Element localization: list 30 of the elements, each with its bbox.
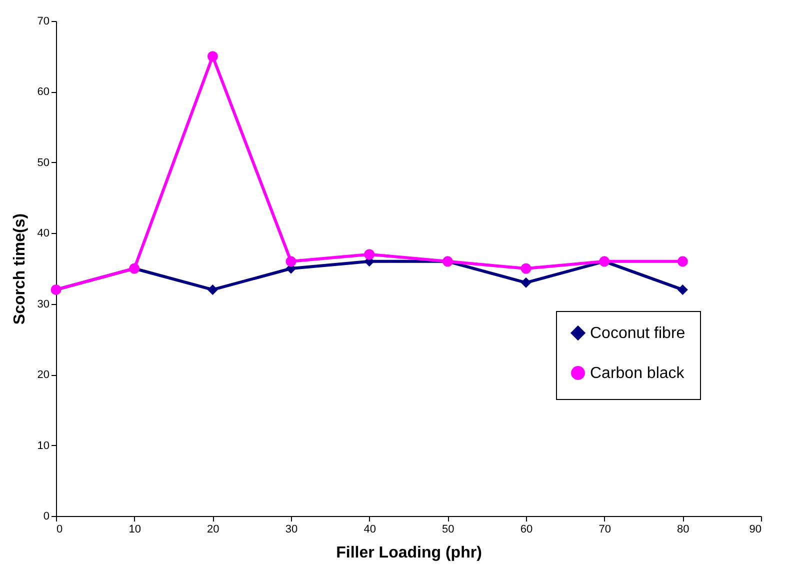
point bbox=[286, 256, 296, 267]
point bbox=[364, 249, 375, 260]
x-tick-label: 90 bbox=[749, 524, 762, 536]
y-tick-label: 40 bbox=[37, 228, 50, 240]
y-axis-title: Scorch time(s) bbox=[11, 213, 28, 325]
y-tick-label: 20 bbox=[37, 369, 50, 382]
legend-label: Coconut fibre bbox=[590, 325, 686, 342]
x-tick-label: 50 bbox=[442, 524, 454, 536]
x-tick-label: 0 bbox=[56, 524, 63, 536]
x-axis-title: Filler Loading (phr) bbox=[336, 544, 482, 562]
x-tick-label: 10 bbox=[128, 524, 141, 536]
point bbox=[520, 263, 532, 274]
point bbox=[677, 284, 688, 295]
point bbox=[207, 51, 218, 62]
x-tick-label: 80 bbox=[677, 524, 690, 536]
x-tick-label: 60 bbox=[520, 524, 533, 536]
y-tick-label: 60 bbox=[37, 86, 50, 98]
y-tick-label: 70 bbox=[37, 16, 50, 28]
x-tick-label: 40 bbox=[364, 524, 376, 536]
point bbox=[520, 277, 532, 288]
point bbox=[207, 284, 218, 295]
y-tick-label: 10 bbox=[37, 440, 50, 452]
legend-label: Carbon black bbox=[590, 365, 686, 382]
point bbox=[677, 256, 688, 267]
x-tick-label: 30 bbox=[285, 524, 298, 536]
y-tick-label: 50 bbox=[37, 156, 50, 169]
x-tick-label: 70 bbox=[598, 524, 611, 536]
y-tick-label: 30 bbox=[37, 298, 50, 310]
y-tick-label: 0 bbox=[43, 510, 50, 522]
x-tick-label: 20 bbox=[207, 524, 220, 536]
